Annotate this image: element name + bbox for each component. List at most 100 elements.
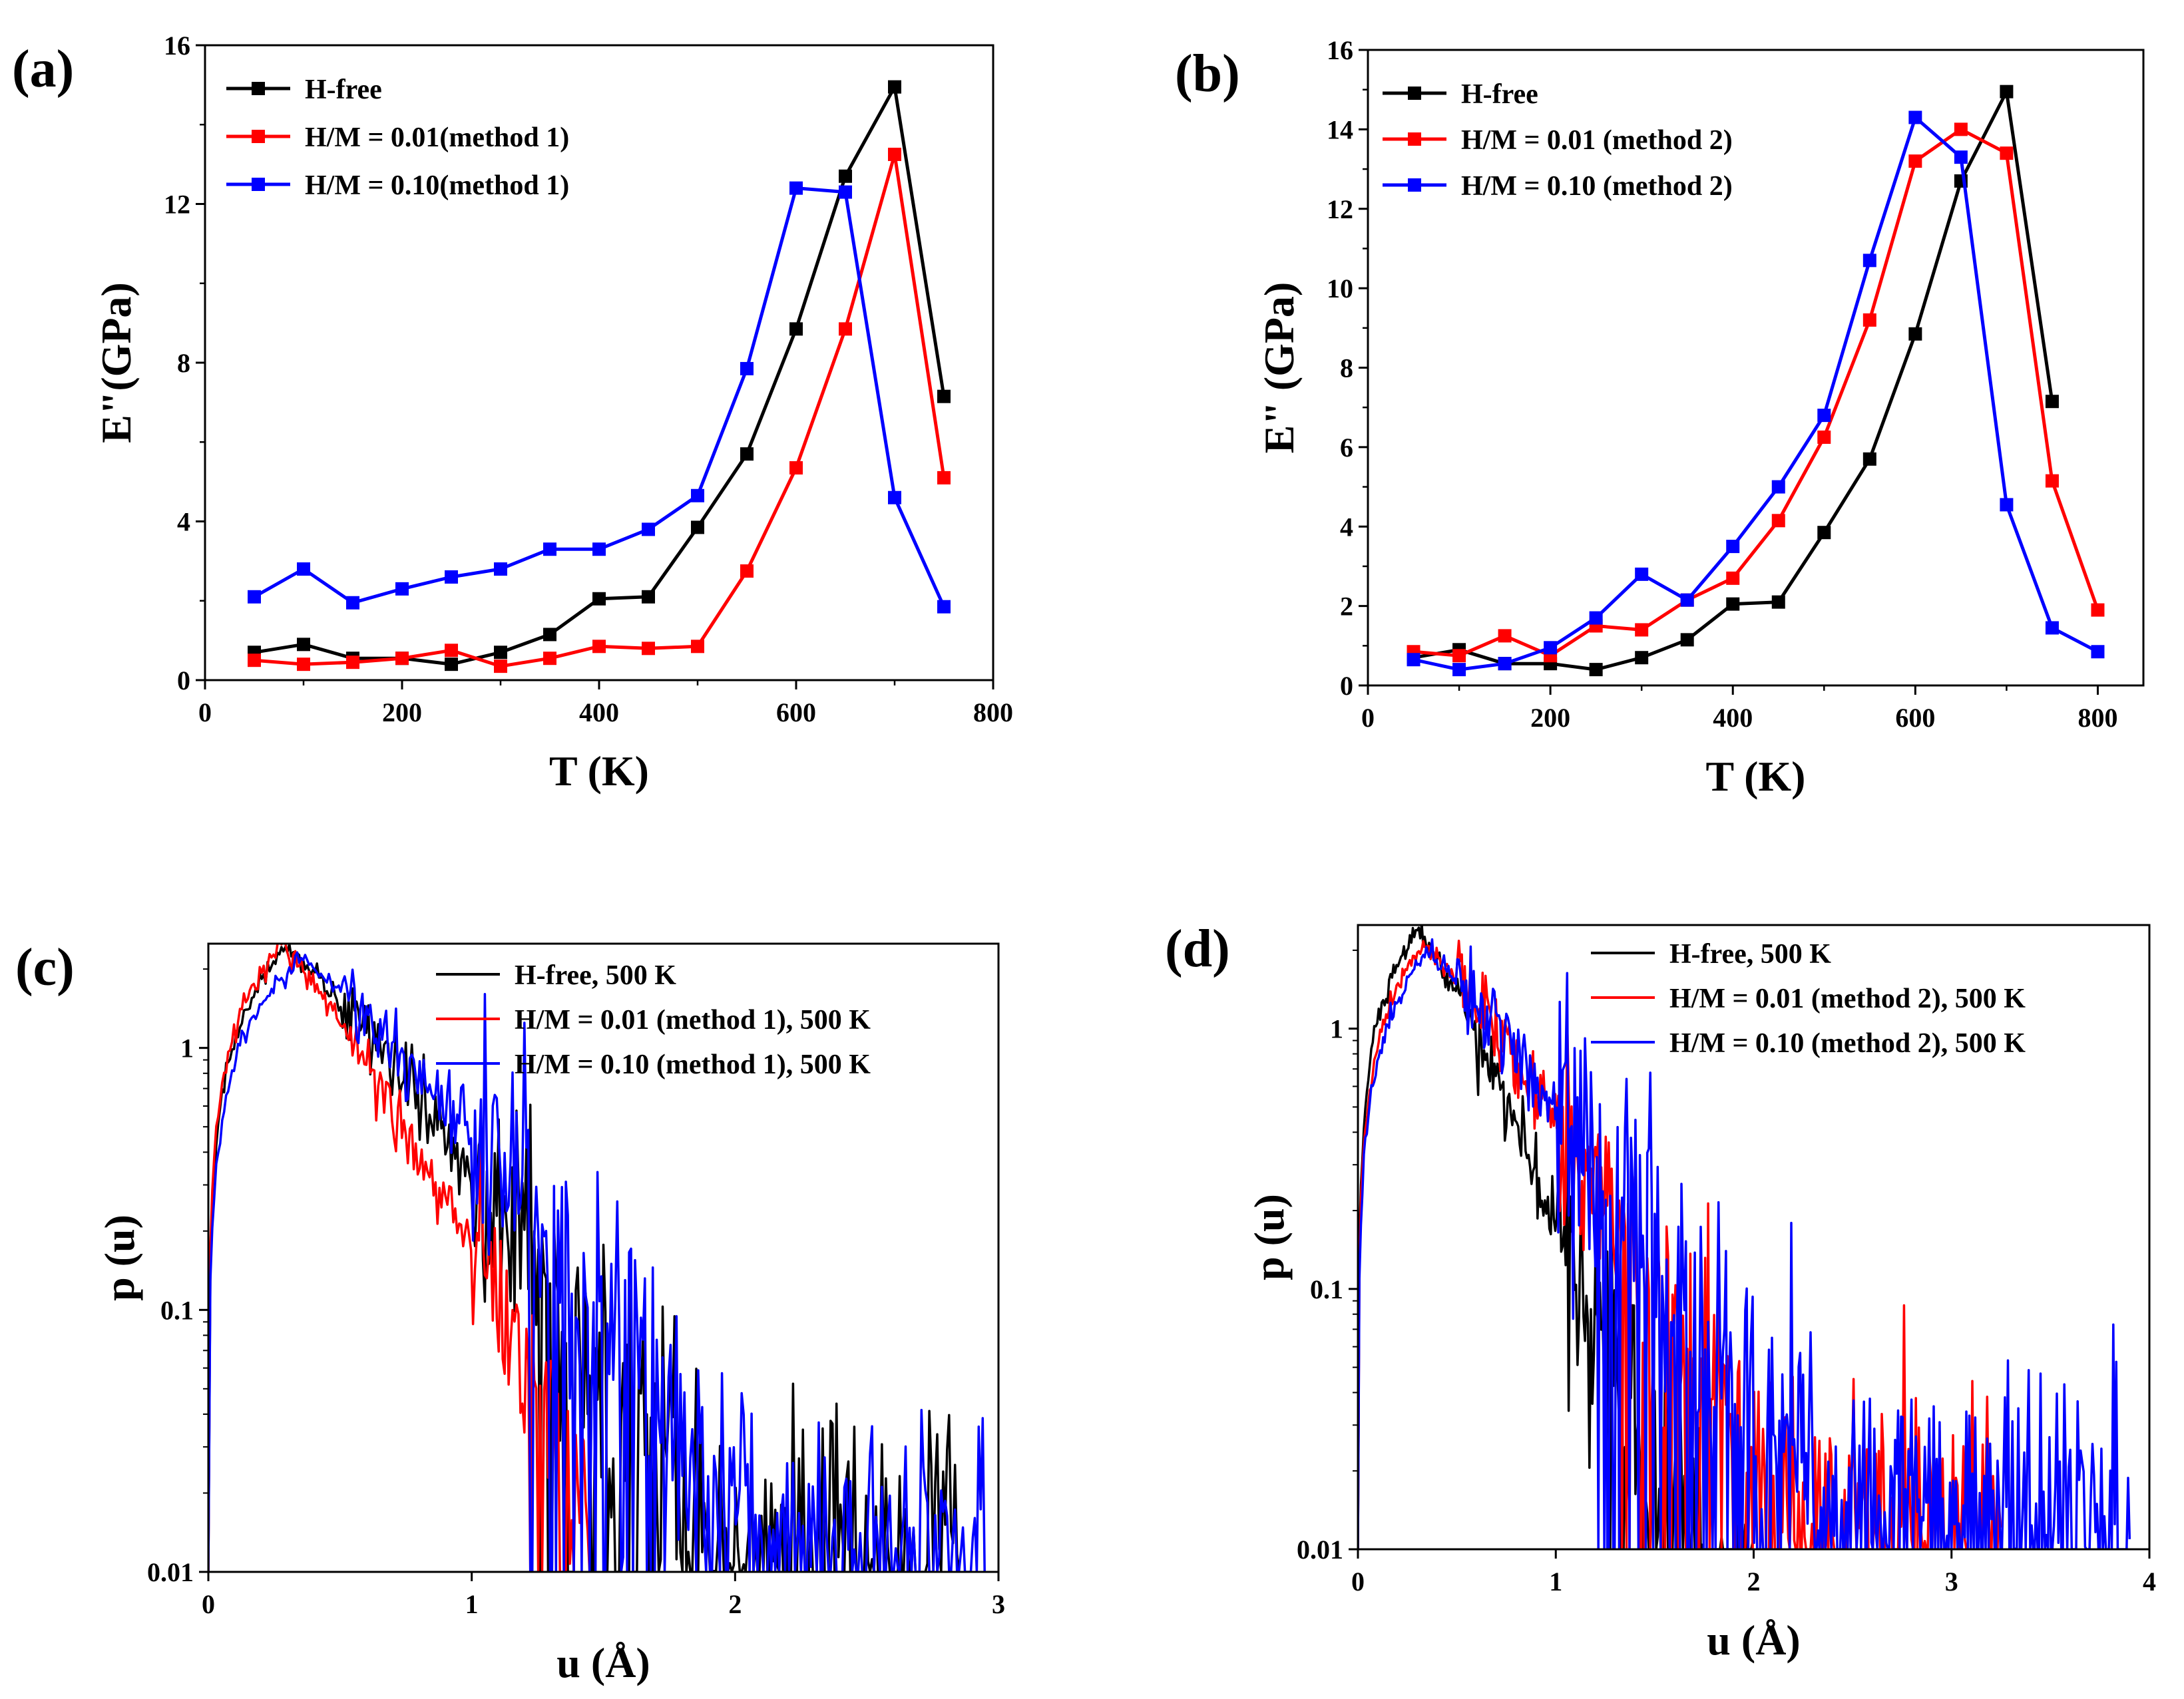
series-1-point	[445, 658, 458, 671]
series-3-point	[839, 185, 852, 199]
legend-entry: H/M = 0.10 (method 2)	[1461, 171, 1733, 202]
series-3-point	[1908, 110, 1922, 124]
series-3-point	[1452, 663, 1466, 677]
series-1-point	[1862, 452, 1876, 466]
series-line-3	[1358, 938, 2131, 1549]
series-2-point	[1771, 514, 1785, 528]
y-tick-label: 2	[1340, 592, 1353, 622]
x-axis-title: u (Å)	[1707, 1616, 1800, 1664]
series-1-point	[839, 169, 852, 183]
x-tick-label: 1	[465, 1589, 479, 1619]
x-tick-label: 0	[202, 1589, 215, 1619]
series-3-point	[1771, 480, 1785, 494]
series-1-point	[1589, 663, 1603, 677]
x-axis-title: T (K)	[1706, 753, 1806, 800]
legend-entry: H-free	[305, 75, 382, 105]
series-2-point	[839, 322, 852, 336]
series-3-point	[2045, 621, 2059, 635]
series-3-point	[395, 582, 409, 596]
series-1-point	[297, 638, 310, 652]
legend: H-free, 500 K H/M = 0.01 (method 1), 500 …	[436, 960, 871, 1080]
x-tick-label: 600	[776, 697, 816, 727]
series-2-point	[1452, 649, 1466, 663]
legend-entry: H/M = 0.10 (method 1), 500 K	[515, 1049, 871, 1080]
y-tick-label: 14	[1327, 114, 1353, 144]
x-tick-label: 200	[382, 697, 422, 727]
series-2-point	[642, 642, 655, 656]
panel-label: (b)	[1175, 45, 1240, 103]
series-3-point	[1817, 409, 1831, 423]
x-tick-label: 3	[992, 1589, 1005, 1619]
series-3-point	[2091, 645, 2105, 659]
legend: H-free, 500 K H/M = 0.01 (method 2), 500 …	[1591, 939, 2026, 1059]
series-1-point	[1908, 327, 1922, 341]
series-1-point	[592, 592, 606, 606]
y-tick-label: 0.01	[1297, 1535, 1343, 1565]
series-3-point	[642, 522, 655, 536]
x-tick-label: 0	[1361, 703, 1375, 733]
series-1-point	[888, 80, 901, 94]
legend-entry: H-free	[1461, 79, 1538, 110]
series-1-point	[543, 628, 556, 642]
series-1-point	[2000, 85, 2014, 98]
series-line-2	[208, 944, 591, 1572]
series-3-point	[346, 596, 359, 610]
y-tick-label: 4	[177, 507, 190, 537]
series-3-point	[1589, 611, 1603, 625]
series-3-point	[2000, 498, 2014, 512]
y-tick-label: 0.1	[160, 1295, 194, 1325]
legend-entry: H/M = 0.01 (method 2)	[1461, 125, 1733, 156]
series-2-point	[1635, 623, 1649, 637]
series-2-point	[937, 471, 951, 484]
plot-area	[1407, 85, 2105, 677]
y-axis-title: p (u)	[1245, 1194, 1293, 1280]
series-3-point	[937, 600, 951, 614]
series-line-2	[1413, 127, 2099, 658]
panel-label: (a)	[12, 40, 74, 98]
x-tick-label: 400	[579, 697, 619, 727]
series-1-point	[642, 590, 655, 604]
x-tick-label: 600	[1895, 703, 1935, 733]
legend: H-free H/M = 0.01 (method 2) H/M = 0.10 (m…	[1383, 79, 1733, 202]
series-1-point	[1771, 595, 1785, 609]
series-line-3	[208, 951, 986, 1572]
series-2-point	[888, 147, 901, 161]
y-axis-title: E" (GPa)	[1255, 282, 1303, 454]
series-3-point	[1726, 540, 1740, 554]
series-3-point	[1407, 653, 1420, 667]
y-axis-title: E"(GPa)	[93, 282, 140, 443]
legend-swatch-marker	[1408, 87, 1421, 100]
series-2-point	[346, 656, 359, 669]
series-2-point	[592, 640, 606, 654]
plot-frame	[207, 942, 1000, 1573]
legend-entry: H-free, 500 K	[1669, 939, 1831, 970]
series-2-point	[2045, 474, 2059, 488]
series-line-2	[254, 152, 946, 668]
x-tick-label: 200	[1530, 703, 1570, 733]
series-2-point	[248, 654, 261, 667]
series-1-point	[2045, 395, 2059, 409]
x-tick-label: 4	[2143, 1567, 2156, 1597]
legend-swatch-marker	[252, 178, 265, 191]
series-3-point	[592, 542, 606, 556]
series-3-point	[1954, 150, 1968, 164]
legend-entry: H/M = 0.01 (method 2), 500 K	[1669, 984, 2026, 1014]
legend-swatch-marker	[1408, 178, 1421, 192]
legend-swatch-marker	[252, 130, 265, 143]
legend-entry: H/M = 0.10 (method 2), 500 K	[1669, 1028, 2026, 1059]
series-2-point	[1954, 122, 1968, 136]
series-2-point	[543, 652, 556, 665]
x-tick-label: 2	[728, 1589, 742, 1619]
series-2-point	[297, 658, 310, 671]
plot-area	[1358, 925, 2131, 1549]
series-3-point	[740, 361, 754, 375]
x-tick-label: 3	[1945, 1567, 1958, 1597]
series-2-point	[1908, 154, 1922, 168]
series-2-point	[2000, 146, 2014, 160]
x-tick-label: 800	[2077, 703, 2117, 733]
series-3-point	[1498, 657, 1512, 671]
series-line-3	[1413, 116, 2099, 671]
y-tick-label: 16	[164, 31, 190, 61]
chart-panel-d: 0 1 2 3 40.010.11u (Å)p (u)(d) H-free, 500 KH…	[1165, 920, 2156, 1664]
x-tick-label: 1	[1549, 1567, 1562, 1597]
